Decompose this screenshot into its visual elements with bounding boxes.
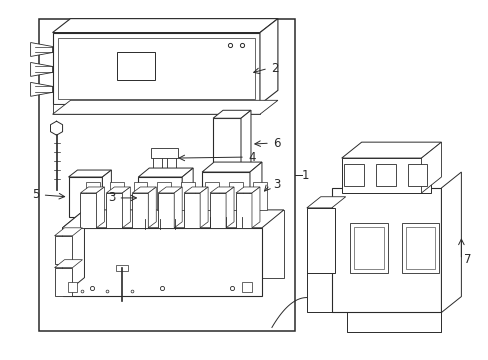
Polygon shape — [200, 187, 208, 228]
Polygon shape — [31, 82, 52, 96]
Bar — [353, 227, 383, 269]
Polygon shape — [62, 210, 84, 296]
Polygon shape — [68, 170, 111, 177]
Polygon shape — [132, 187, 156, 193]
Polygon shape — [133, 182, 147, 210]
Polygon shape — [157, 182, 171, 210]
Polygon shape — [52, 19, 277, 32]
Polygon shape — [341, 142, 441, 158]
Bar — [202, 172, 249, 217]
Polygon shape — [253, 182, 266, 210]
Text: 3: 3 — [272, 179, 280, 192]
Polygon shape — [260, 19, 277, 104]
Bar — [52, 104, 260, 114]
Polygon shape — [84, 210, 284, 278]
Polygon shape — [31, 42, 52, 57]
Polygon shape — [306, 197, 345, 208]
Polygon shape — [81, 187, 104, 193]
Polygon shape — [251, 187, 260, 228]
Bar — [242, 282, 251, 292]
Bar — [58, 37, 254, 99]
Bar — [151, 148, 178, 158]
Bar — [62, 228, 262, 296]
Polygon shape — [202, 162, 262, 172]
Bar — [407, 164, 427, 186]
Text: 1: 1 — [301, 168, 309, 181]
Bar — [405, 227, 435, 269]
Text: 6: 6 — [272, 137, 280, 150]
Text: 7: 7 — [464, 253, 471, 266]
Bar — [375, 164, 395, 186]
Bar — [132, 193, 148, 228]
Polygon shape — [181, 182, 195, 210]
Polygon shape — [210, 187, 234, 193]
Polygon shape — [31, 62, 52, 76]
Bar — [52, 32, 260, 104]
Text: 2: 2 — [270, 62, 278, 75]
Text: 5: 5 — [32, 188, 40, 202]
Polygon shape — [62, 210, 284, 228]
Text: 4: 4 — [247, 150, 255, 163]
Polygon shape — [55, 228, 82, 236]
Bar — [55, 236, 72, 264]
Polygon shape — [158, 187, 182, 193]
Bar — [116, 265, 128, 271]
Polygon shape — [182, 168, 193, 219]
Polygon shape — [102, 170, 111, 217]
Polygon shape — [174, 187, 182, 228]
Bar — [306, 208, 334, 273]
Bar — [68, 177, 102, 217]
Polygon shape — [441, 172, 461, 312]
Bar — [213, 118, 241, 170]
Bar — [67, 282, 77, 292]
Polygon shape — [122, 187, 130, 228]
Polygon shape — [213, 110, 250, 118]
Polygon shape — [52, 100, 277, 114]
Bar — [167, 156, 176, 172]
Polygon shape — [106, 187, 130, 193]
Polygon shape — [55, 260, 82, 268]
Polygon shape — [241, 110, 250, 170]
Bar — [331, 188, 441, 312]
Bar — [401, 223, 439, 273]
Bar — [106, 193, 122, 228]
Polygon shape — [249, 162, 262, 217]
Polygon shape — [225, 187, 234, 228]
Polygon shape — [109, 182, 123, 210]
Bar — [39, 19, 294, 332]
Bar — [55, 268, 72, 296]
Bar — [158, 193, 174, 228]
Polygon shape — [236, 187, 260, 193]
Polygon shape — [205, 182, 219, 210]
Polygon shape — [85, 182, 100, 210]
Bar — [236, 193, 251, 228]
Polygon shape — [229, 182, 243, 210]
Bar — [153, 156, 162, 172]
Bar — [341, 158, 430, 193]
Text: 3: 3 — [108, 192, 115, 204]
Polygon shape — [148, 187, 156, 228]
Bar — [184, 193, 200, 228]
Bar — [343, 164, 363, 186]
Bar — [138, 177, 182, 219]
Bar — [210, 193, 225, 228]
Polygon shape — [184, 187, 208, 193]
Bar — [117, 53, 155, 80]
Bar — [81, 193, 96, 228]
Polygon shape — [421, 142, 441, 193]
Polygon shape — [138, 168, 193, 177]
Polygon shape — [96, 187, 104, 228]
Bar — [349, 223, 387, 273]
